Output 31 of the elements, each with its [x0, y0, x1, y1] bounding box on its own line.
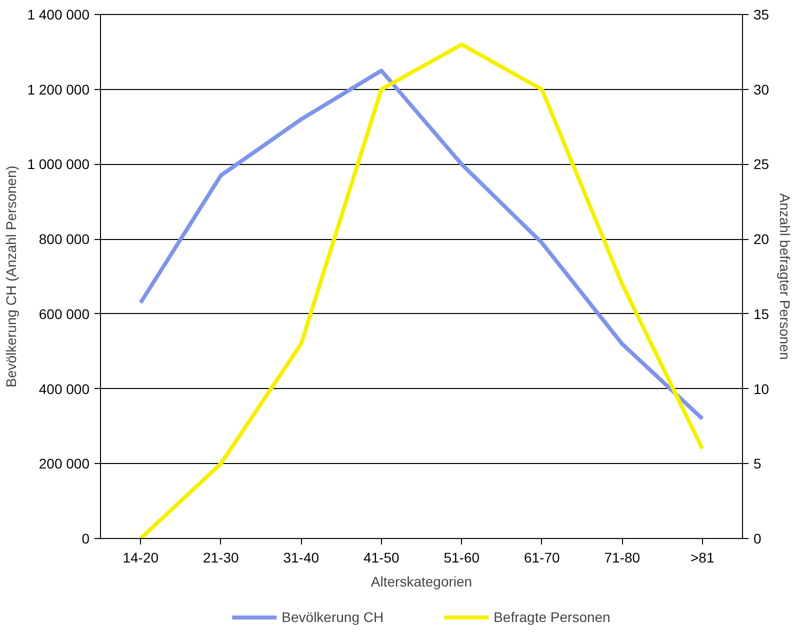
- y-tick-label: 200 000: [38, 456, 90, 472]
- y-tick-label: 800 000: [38, 231, 90, 248]
- y2-tick-label: 35: [754, 6, 770, 22]
- x-tick-label: 14-20: [122, 550, 159, 566]
- y-tick-label: 1 000 000: [27, 156, 90, 172]
- y-axis-title: Bevölkerung CH (Anzahl Personen): [3, 166, 20, 388]
- y-tick-label: 600 000: [38, 306, 90, 322]
- legend-label: Befragte Personen: [494, 609, 610, 625]
- y2-tick-label: 5: [754, 456, 762, 472]
- line-series: [138, 42, 704, 538]
- x-tick-label: >81: [690, 550, 714, 566]
- y2-tick-label: 20: [754, 231, 770, 248]
- y2-tick-label: 30: [754, 81, 770, 98]
- x-tick-label: 41-50: [363, 550, 400, 566]
- y2-tick-label: 0: [754, 530, 762, 546]
- x-tick-label: 61-70: [524, 550, 560, 566]
- y2-axis-title: Anzahl befragter Personen: [777, 193, 794, 360]
- x-tick-label: 31-40: [283, 550, 320, 566]
- x-tick-label: 21-30: [202, 550, 239, 566]
- y2-tick-label: 10: [754, 380, 770, 397]
- line-series: [138, 68, 704, 421]
- x-tick-label: 71-80: [604, 550, 640, 566]
- y2-tick-label: 15: [754, 306, 770, 322]
- y-tick-label: 0: [82, 530, 90, 546]
- y2-tick-label: 25: [754, 156, 770, 172]
- legend-label: Bevölkerung CH: [282, 609, 384, 625]
- y-tick-label: 400 000: [38, 380, 90, 397]
- y-tick-label: 1 200 000: [27, 81, 90, 98]
- y-tick-label: 1 400 000: [27, 6, 90, 22]
- x-tick-label: 51-60: [444, 550, 480, 566]
- x-axis-title: Alterskategorien: [370, 574, 472, 590]
